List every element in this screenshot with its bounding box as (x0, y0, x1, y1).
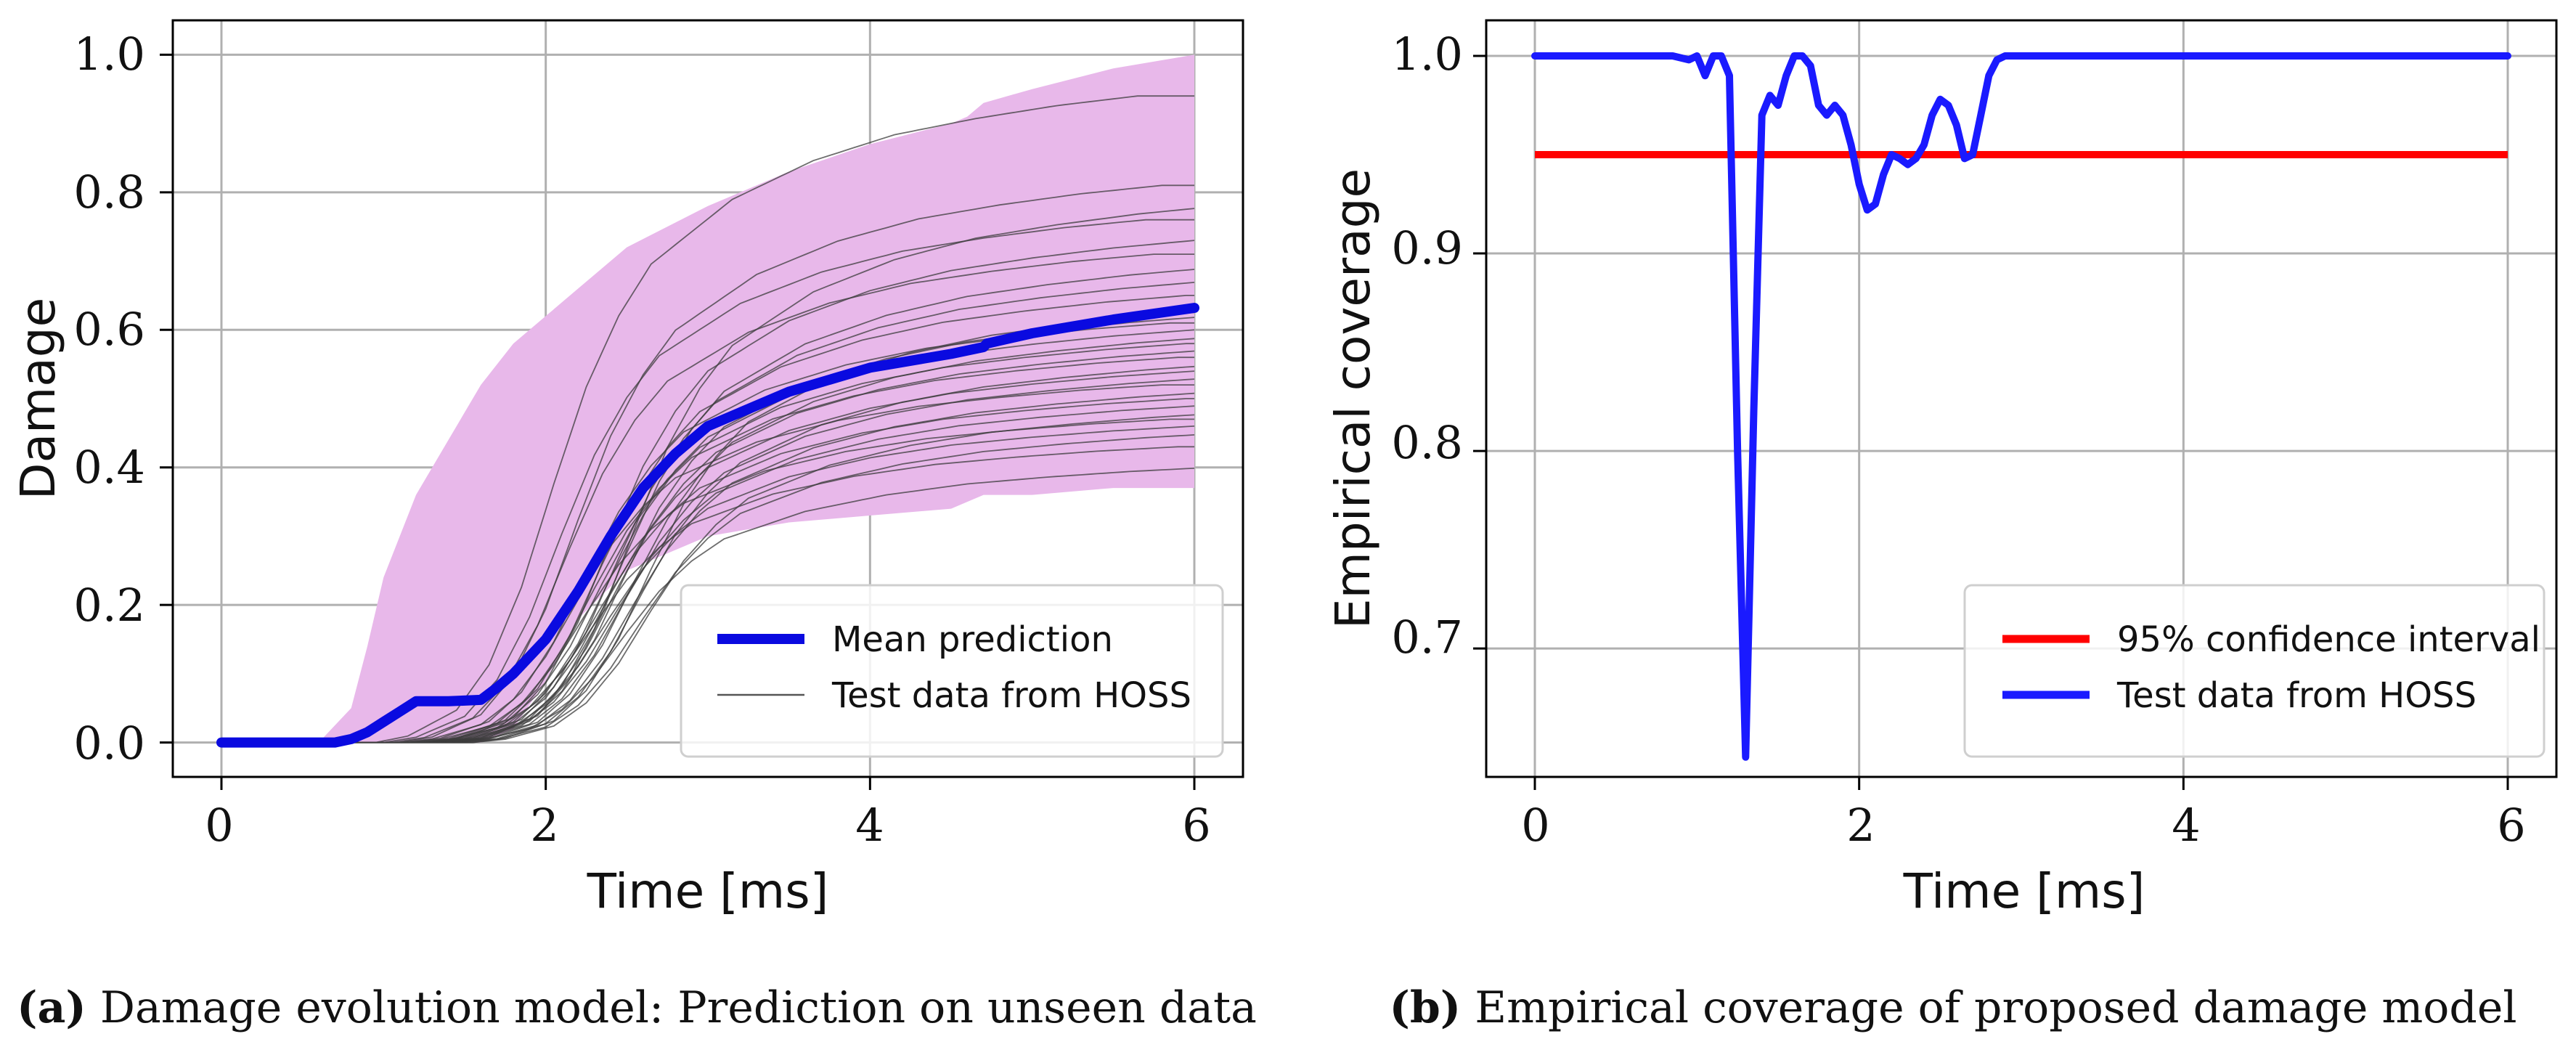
test-curves-group (221, 95, 1195, 744)
legend-box (680, 584, 1224, 758)
y-tick-label: 1.0 (1391, 28, 1463, 81)
series-group (1531, 52, 2511, 761)
y-tick-label: 0.2 (73, 579, 145, 632)
caption-b: (b) Empirical coverage of proposed damag… (1389, 982, 2516, 1033)
caption-text: Damage evolution model: Prediction on un… (86, 982, 1257, 1033)
x-axis-label: Time [ms] (1903, 863, 2145, 919)
legend-label: Mean prediction (832, 619, 1113, 660)
x-tick-label: 4 (855, 799, 884, 852)
x-tick-label: 6 (1182, 799, 1210, 852)
test-curve (221, 95, 1194, 744)
x-tick-label: 2 (530, 799, 558, 852)
x-tick-label: 2 (1846, 799, 1875, 852)
coverage-line (1531, 52, 2511, 761)
caption-text: Empirical coverage of proposed damage mo… (1461, 982, 2516, 1033)
legend: Mean prediction Test data from HOSS (680, 584, 1224, 758)
x-tick-label: 4 (2172, 799, 2200, 852)
panel-b: 0 2 4 6 0.7 0.8 0.9 1.0 Time [ms] Empiri… (1325, 19, 2558, 1033)
tick-marks (1473, 54, 2509, 790)
y-tick-label: 1.0 (73, 28, 145, 81)
y-tick-label: 0.8 (73, 166, 145, 219)
y-tick-label: 0.4 (73, 441, 145, 494)
caption-tag: (a) (17, 982, 86, 1033)
plot-frame (171, 19, 1244, 778)
legend-label: 95% confidence interval (2117, 619, 2540, 660)
prediction-band-group (221, 54, 1194, 743)
y-tick-label: 0.0 (73, 717, 145, 770)
x-tick-label: 0 (1521, 799, 1549, 852)
plot-frame (1485, 19, 2558, 778)
legend: 95% confidence interval Test data from H… (1963, 584, 2546, 758)
prediction-band (221, 54, 1194, 743)
y-tick-label: 0.7 (1391, 611, 1463, 664)
mean-prediction-line (216, 303, 1199, 748)
y-tick-label: 0.8 (1391, 416, 1463, 469)
panel-a: 0 2 4 6 0.0 0.2 0.4 0.6 0.8 1.0 Time [ms… (10, 19, 1257, 1033)
caption-a: (a) Damage evolution model: Prediction o… (17, 982, 1257, 1033)
x-tick-label: 0 (205, 799, 233, 852)
test-curve (221, 184, 1194, 744)
legend-box (1963, 584, 2546, 758)
legend-label: Test data from HOSS (831, 675, 1191, 716)
x-tick-label: 6 (2497, 799, 2525, 852)
y-axis-label: Damage (10, 298, 66, 500)
legend-label: Test data from HOSS (2116, 675, 2477, 716)
y-axis-label: Empirical coverage (1325, 168, 1381, 629)
mean-prediction-group (216, 303, 1199, 748)
y-tick-label: 0.6 (73, 303, 145, 356)
tick-marks (160, 53, 1196, 790)
y-tick-label: 0.9 (1391, 221, 1463, 274)
x-axis-label: Time [ms] (587, 863, 829, 919)
caption-tag: (b) (1389, 982, 1461, 1033)
